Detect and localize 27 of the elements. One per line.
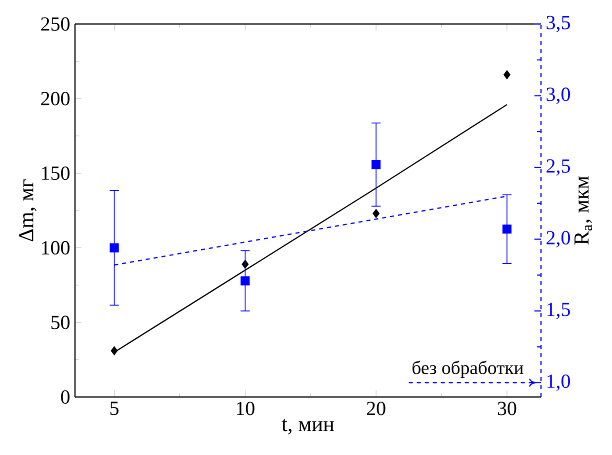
y2-tick-label: 3,0 <box>546 88 570 104</box>
point <box>110 346 118 356</box>
x-axis-title: t, мин <box>282 419 334 434</box>
x-tick-label: 5 <box>110 402 118 415</box>
y-tick-label: 50 <box>51 316 70 330</box>
y2-tick-label: 2,5 <box>546 159 570 176</box>
ref-line-label: без обработки <box>412 360 524 378</box>
y2-axis-title: R$_{a}$, мкм <box>574 176 592 245</box>
y-tick-label: 250 <box>41 17 70 31</box>
y2-tick-label: 1,5 <box>547 302 570 320</box>
x-tick-label: 20 <box>366 402 386 416</box>
point <box>110 243 119 252</box>
point <box>502 224 512 234</box>
y-tick-label: 200 <box>41 92 70 106</box>
y-tick-label: 0 <box>61 390 70 404</box>
y-tick-label: 100 <box>42 241 70 255</box>
x-tick-label: 30 <box>498 402 516 416</box>
y-tick-label: 150 <box>42 166 70 180</box>
y-axis-title: Δm, мг <box>19 179 36 242</box>
y2-tick-label: 2,0 <box>546 231 570 248</box>
x-tick-label: 10 <box>236 402 254 416</box>
point <box>372 208 380 218</box>
y2-tick-label: 1,0 <box>547 374 570 391</box>
y2-tick-label: 3,5 <box>546 16 570 32</box>
point <box>240 276 250 286</box>
point <box>372 160 381 170</box>
point <box>504 70 510 80</box>
